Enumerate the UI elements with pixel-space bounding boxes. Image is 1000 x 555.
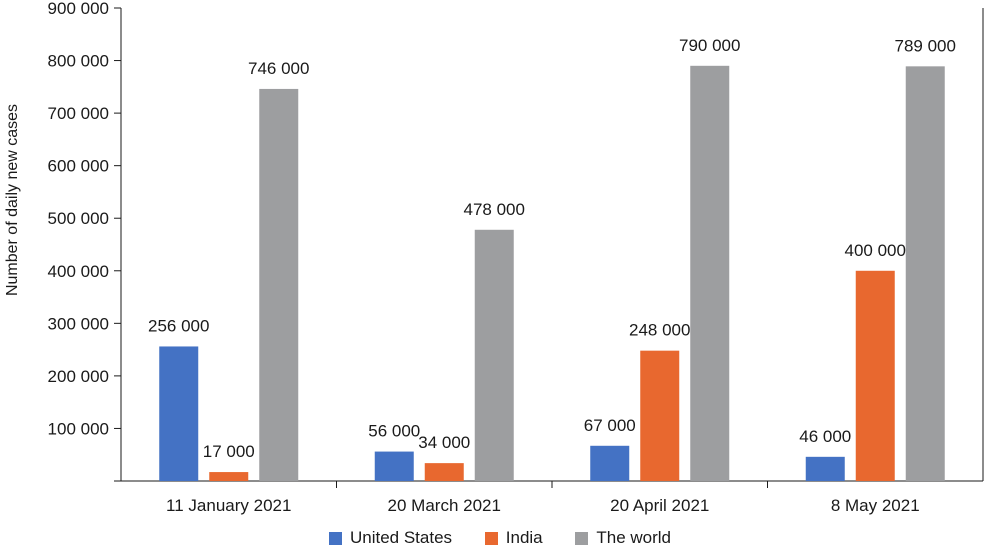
data-label: 17 000 <box>203 442 255 461</box>
legend-swatch-the-world <box>575 531 589 545</box>
data-label: 46 000 <box>799 427 851 446</box>
legend-item-india: India <box>484 528 543 548</box>
bar-chart: 100 000 200 000 300 000 400 000 500 000 600 0… <box>4 0 984 515</box>
x-tick-label: 8 May 2021 <box>831 496 920 515</box>
x-axis: 11 January 2021 20 March 2021 20 April 202… <box>121 8 984 515</box>
bar-united-states <box>159 346 199 481</box>
data-label: 746 000 <box>248 59 309 78</box>
y-tick-label: 500 000 <box>48 209 109 228</box>
y-tick-label: 600 000 <box>48 157 109 176</box>
bar-india <box>855 270 895 481</box>
data-label: 400 000 <box>845 241 906 260</box>
legend-label-united-states: United States <box>349 528 453 547</box>
data-label: 789 000 <box>895 36 956 55</box>
x-tick-label: 20 March 2021 <box>388 496 501 515</box>
y-axis: 100 000 200 000 300 000 400 000 500 000 600 0… <box>48 0 122 482</box>
x-tick-label: 20 April 2021 <box>610 496 709 515</box>
data-label: 478 000 <box>464 200 525 219</box>
bar-india <box>424 463 464 481</box>
legend-swatch-india <box>484 531 498 545</box>
y-tick-label: 100 000 <box>48 419 109 438</box>
bar-the-world <box>690 65 730 482</box>
bar-the-world <box>259 88 299 482</box>
bar-united-states <box>805 456 845 481</box>
y-tick-label: 200 000 <box>48 367 109 386</box>
data-label: 248 000 <box>629 321 690 340</box>
bar-united-states <box>590 445 630 481</box>
y-tick-label: 900 000 <box>48 0 109 18</box>
legend-label-india: India <box>505 528 543 547</box>
y-tick-label: 300 000 <box>48 314 109 333</box>
bar-india <box>209 472 249 481</box>
y-tick-label: 800 000 <box>48 52 109 71</box>
y-tick-label: 400 000 <box>48 262 109 281</box>
data-label: 256 000 <box>148 316 209 335</box>
y-axis-label: Number of daily new cases <box>4 104 21 296</box>
legend-swatch-united-states <box>328 531 342 545</box>
data-label: 56 000 <box>368 422 420 441</box>
legend-label-the-world: The world <box>596 528 672 547</box>
bar-united-states <box>374 451 414 481</box>
bars <box>159 65 945 482</box>
legend-item-united-states: United States <box>328 528 453 548</box>
data-label: 34 000 <box>418 433 470 452</box>
bar-india <box>640 350 680 481</box>
legend: United States India The world <box>0 528 1000 550</box>
y-tick-label: 700 000 <box>48 104 109 123</box>
bar-the-world <box>905 66 945 481</box>
data-label: 67 000 <box>584 416 636 435</box>
bar-the-world <box>474 229 514 481</box>
x-tick-label: 11 January 2021 <box>166 496 291 515</box>
data-label: 790 000 <box>679 36 740 55</box>
legend-item-the-world: The world <box>575 528 671 548</box>
